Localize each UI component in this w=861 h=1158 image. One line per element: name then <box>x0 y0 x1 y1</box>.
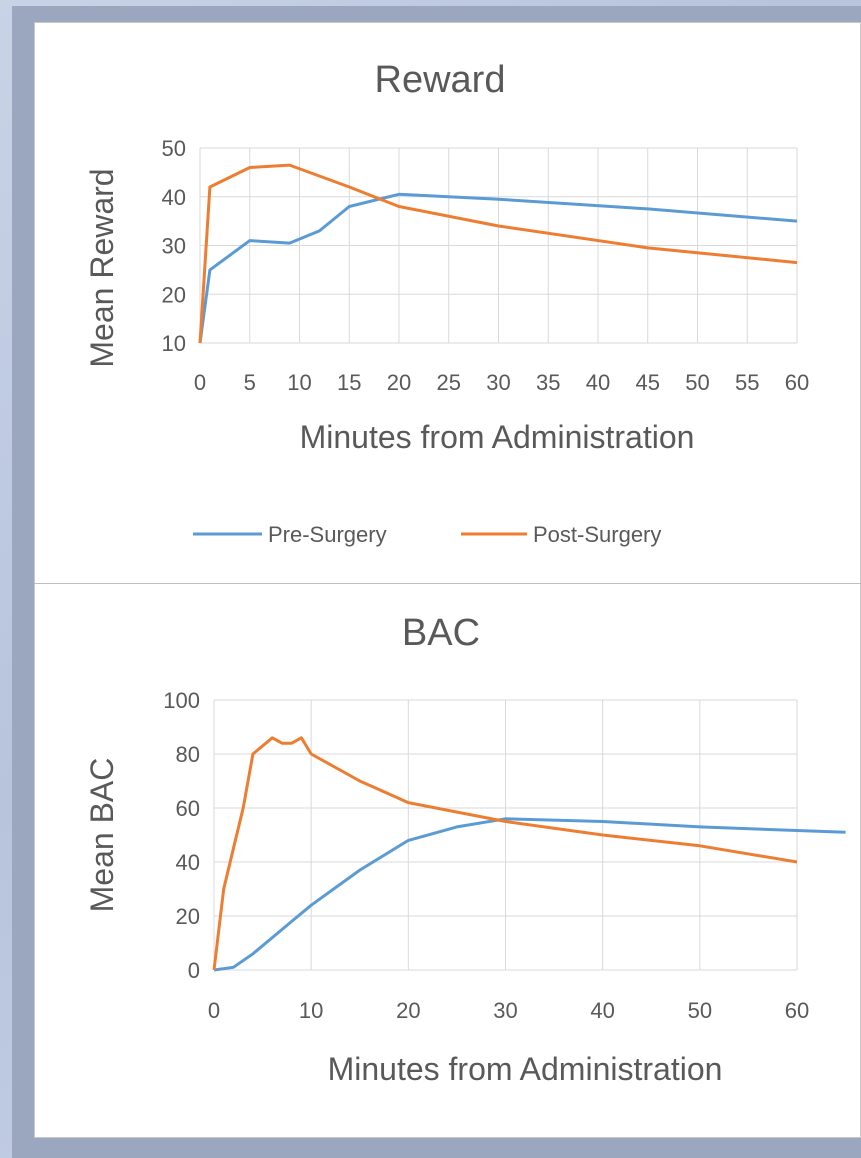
x-tick-label: 40 <box>586 370 610 395</box>
x-tick-label: 55 <box>735 370 759 395</box>
legend-label-post-surgery: Post-Surgery <box>533 522 661 547</box>
y-tick-label: 80 <box>176 742 200 767</box>
x-tick-label: 50 <box>685 370 709 395</box>
bac-x-axis-title: Minutes from Administration <box>328 1051 723 1087</box>
reward-series-lines <box>198 163 798 344</box>
y-tick-label: 100 <box>163 688 200 713</box>
reward-y-axis-title: Mean Reward <box>84 168 120 367</box>
bac-y-tick-labels: 0 20 40 60 80 100 <box>163 688 200 983</box>
x-tick-label: 0 <box>208 998 220 1023</box>
y-tick-label: 50 <box>162 136 186 161</box>
x-tick-label: 10 <box>299 998 323 1023</box>
y-tick-label: 0 <box>188 958 200 983</box>
chart-panel <box>34 22 861 1138</box>
reward-chart: Reward Mean Reward Minutes from Administ… <box>84 59 809 547</box>
chart-divider <box>34 583 861 584</box>
series-line-pre-surgery <box>198 192 798 344</box>
bac-chart: BAC Mean BAC Minutes from Administration… <box>84 612 846 1087</box>
y-tick-label: 30 <box>162 234 186 259</box>
x-tick-label: 0 <box>194 370 206 395</box>
x-tick-label: 60 <box>785 370 809 395</box>
x-tick-label: 40 <box>590 998 614 1023</box>
bac-gridlines <box>213 699 798 971</box>
bac-chart-title: BAC <box>402 612 480 654</box>
bac-x-tick-labels: 0 10 20 30 40 50 60 <box>208 998 809 1023</box>
x-tick-label: 15 <box>337 370 361 395</box>
x-tick-label: 20 <box>396 998 420 1023</box>
y-tick-label: 10 <box>162 331 186 356</box>
y-tick-label: 40 <box>162 185 186 210</box>
legend-label-pre-surgery: Pre-Surgery <box>268 522 387 547</box>
reward-x-tick-labels: 0 5 10 15 20 25 30 35 40 45 50 55 60 <box>194 370 809 395</box>
x-tick-label: 10 <box>287 370 311 395</box>
y-tick-label: 40 <box>176 850 200 875</box>
reward-chart-title: Reward <box>375 59 506 101</box>
reward-y-tick-labels: 10 20 30 40 50 <box>162 136 186 356</box>
x-tick-label: 60 <box>785 998 809 1023</box>
x-tick-label: 35 <box>536 370 560 395</box>
bac-series-lines <box>212 736 846 972</box>
y-tick-label: 60 <box>176 796 200 821</box>
y-tick-label: 20 <box>176 904 200 929</box>
bac-y-axis-title: Mean BAC <box>84 758 120 913</box>
series-line-post-surgery <box>212 736 798 971</box>
x-tick-label: 45 <box>636 370 660 395</box>
series-line-pre-surgery <box>213 817 846 972</box>
x-tick-label: 30 <box>486 370 510 395</box>
y-tick-label: 20 <box>162 282 186 307</box>
x-tick-label: 5 <box>244 370 256 395</box>
x-tick-label: 30 <box>493 998 517 1023</box>
x-tick-label: 20 <box>387 370 411 395</box>
x-tick-label: 25 <box>437 370 461 395</box>
reward-x-axis-title: Minutes from Administration <box>300 419 695 455</box>
x-tick-label: 50 <box>688 998 712 1023</box>
series-line-post-surgery <box>198 163 798 344</box>
legend: Pre-Surgery Post-Surgery <box>193 522 661 547</box>
reward-gridlines <box>199 147 798 344</box>
